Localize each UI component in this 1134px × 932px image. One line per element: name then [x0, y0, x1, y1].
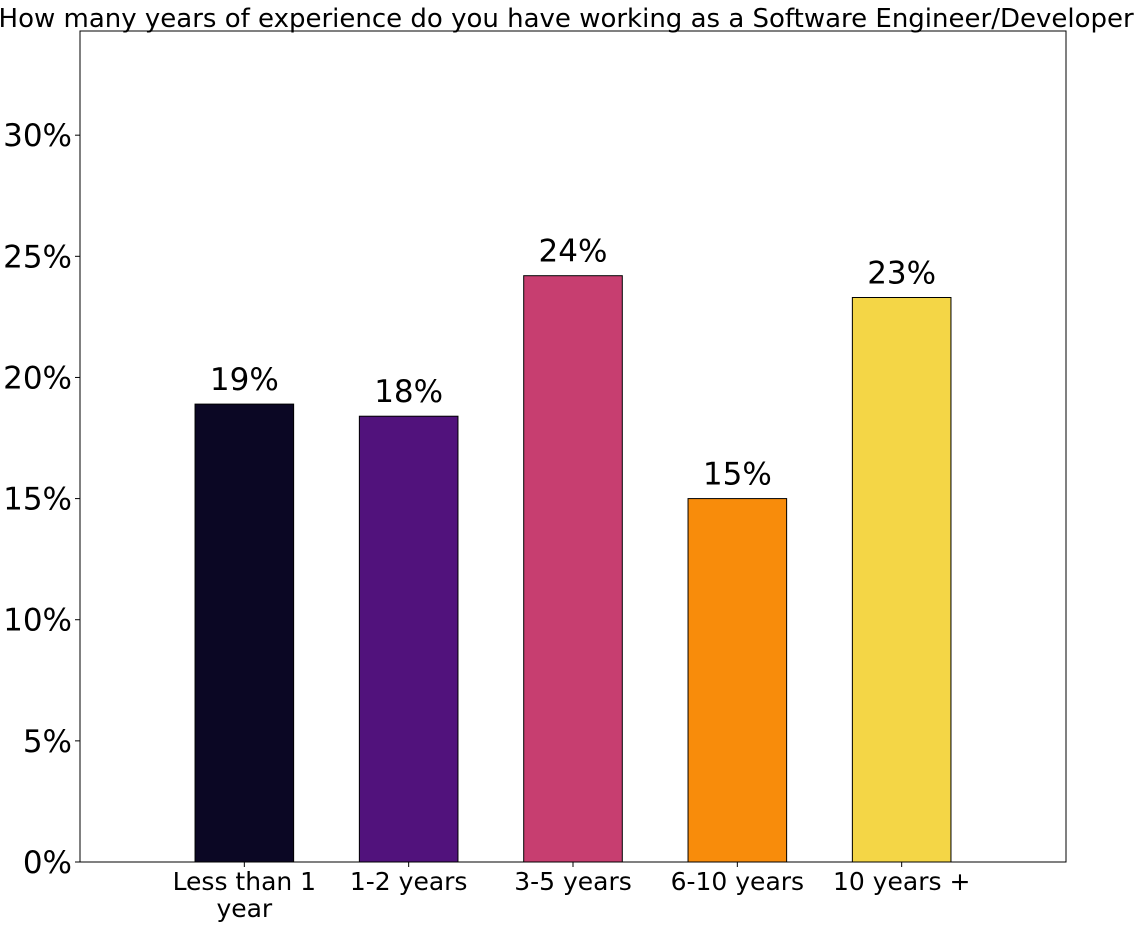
y-tick-label: 20%: [3, 360, 72, 396]
y-tick-label: 5%: [23, 724, 72, 760]
x-tick-label: year: [216, 894, 272, 923]
y-tick-label: 30%: [3, 118, 72, 154]
bar-value-label: 23%: [867, 256, 936, 292]
bar-value-label: 18%: [374, 374, 443, 410]
x-tick-label: 1-2 years: [350, 867, 468, 896]
y-tick-label: 25%: [3, 239, 72, 275]
data-labels-group: 19% 18% 24% 15% 23%: [210, 234, 936, 493]
bar: [851, 297, 952, 863]
x-tick-label: 3-5 years: [514, 867, 632, 896]
y-tick-label: 10%: [3, 603, 72, 639]
bar: [358, 415, 459, 863]
chart-title: How many years of experience do you have…: [0, 4, 1134, 34]
y-tick-label: 15%: [3, 482, 72, 518]
bar-value-label: 15%: [703, 457, 772, 493]
y-tick-label: 0%: [23, 845, 72, 881]
bar-value-label: 24%: [539, 234, 608, 270]
bar-value-label: 19%: [210, 362, 279, 398]
y-axis: 0% 5% 10% 15% 20% 25% 30%: [3, 118, 80, 881]
bar: [687, 498, 788, 863]
bar: [523, 275, 623, 863]
bar: [194, 403, 295, 863]
x-tick-label: 10 years +: [833, 867, 970, 896]
bars-group: [194, 275, 952, 863]
x-tick-label: Less than 1: [173, 867, 317, 896]
x-tick-label: 6-10 years: [671, 867, 804, 896]
